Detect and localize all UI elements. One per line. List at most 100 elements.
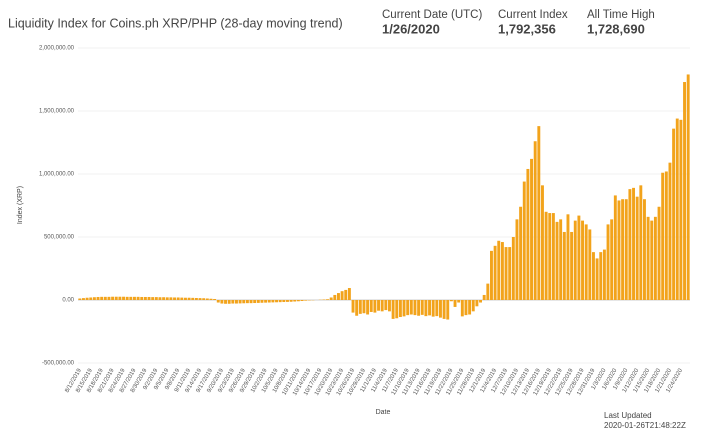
bar [664, 171, 668, 300]
bar [358, 300, 362, 314]
bar [235, 300, 238, 304]
stat-label: Current Date (UTC) [382, 9, 482, 21]
bar [253, 300, 257, 304]
bar [409, 300, 413, 315]
bar [231, 300, 235, 304]
bar [573, 220, 577, 300]
bar [300, 300, 304, 302]
bar [555, 221, 559, 300]
bar [417, 300, 421, 316]
bar [468, 300, 472, 315]
bar [460, 300, 464, 317]
bar [125, 296, 129, 300]
bar [424, 300, 428, 317]
bar [191, 297, 195, 300]
bar [446, 300, 450, 320]
bar [344, 289, 348, 300]
bar [617, 200, 621, 300]
bar [606, 224, 610, 300]
bar [282, 300, 286, 303]
bar [209, 298, 213, 300]
bar [380, 300, 384, 312]
bar [129, 296, 133, 300]
bar [657, 206, 661, 300]
bar [581, 220, 584, 300]
bar [96, 296, 100, 300]
bar [592, 252, 595, 300]
bar [486, 283, 490, 300]
bar [333, 294, 337, 300]
bar [504, 247, 508, 300]
bar [362, 300, 366, 314]
bar [646, 216, 650, 300]
bar [194, 297, 198, 300]
bar [355, 300, 359, 316]
bar [526, 168, 530, 300]
bar [187, 297, 191, 300]
bar [384, 300, 388, 311]
bar [82, 298, 85, 300]
bar [326, 299, 329, 300]
y-axis-label: Index (XRP) [17, 186, 24, 224]
bar [584, 224, 588, 300]
bar [158, 297, 162, 300]
bar [216, 300, 220, 303]
bar [286, 300, 289, 302]
bar [176, 297, 180, 300]
bar [428, 300, 431, 316]
bar [224, 300, 227, 304]
bar [537, 126, 541, 301]
bar [613, 195, 617, 300]
bar [369, 300, 373, 312]
y-tick-label: 500,000.00 [44, 235, 75, 241]
bar [293, 300, 297, 302]
bar [493, 245, 497, 300]
bar [184, 297, 187, 300]
bar [453, 300, 457, 307]
bar [548, 213, 552, 300]
bar [643, 199, 646, 300]
bar [162, 297, 166, 300]
bar [249, 300, 253, 304]
bar [227, 300, 231, 304]
bar [439, 300, 442, 318]
bar [173, 297, 176, 300]
bar [672, 128, 676, 300]
bar [457, 300, 461, 303]
bar [85, 297, 89, 300]
bar [260, 300, 264, 303]
bar [602, 249, 606, 300]
footer-value: 2020-01-26T21:48:22Z [604, 421, 686, 430]
bar [373, 300, 377, 313]
bar [388, 300, 391, 312]
bar [628, 189, 632, 300]
y-tick-label: 2,000,000.00 [39, 46, 75, 52]
bar [238, 300, 242, 304]
bar [621, 199, 625, 300]
y-tick-label: 1,000,000.00 [39, 172, 75, 178]
x-axis-label: Date [376, 409, 391, 416]
bar [275, 300, 278, 303]
bar [490, 250, 493, 300]
bar [322, 299, 326, 300]
bar [508, 247, 512, 300]
bar [296, 300, 300, 302]
bar [169, 297, 173, 300]
bar [220, 300, 224, 304]
bar [449, 300, 453, 302]
bar [559, 219, 563, 300]
bar [475, 300, 479, 307]
bar [533, 141, 537, 300]
stat-value: 1,792,356 [498, 21, 556, 36]
bar [544, 211, 548, 300]
y-tick-label: -500,000.00 [42, 361, 75, 367]
bar [500, 242, 504, 300]
bar [151, 297, 155, 300]
bar [519, 206, 523, 300]
bar [78, 298, 82, 300]
bar [395, 300, 399, 319]
bar [442, 300, 446, 319]
bar [92, 297, 96, 300]
bar [497, 240, 501, 300]
